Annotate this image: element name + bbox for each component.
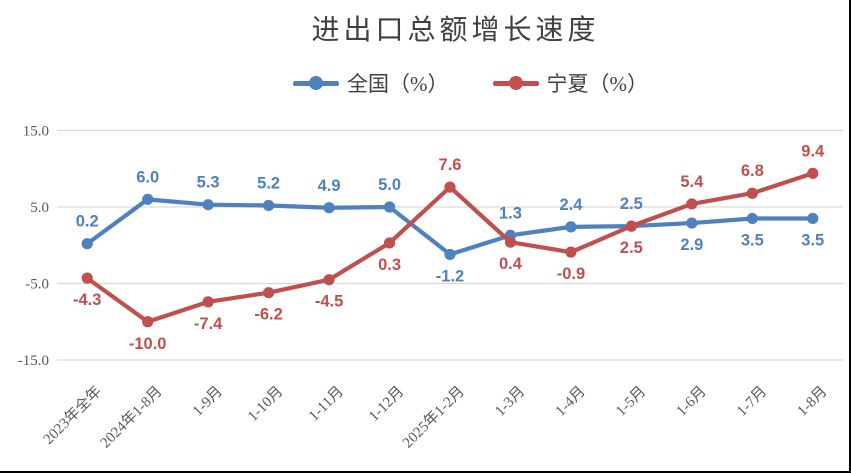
data-point-label: -10.0 [129, 335, 167, 353]
data-point-marker [746, 212, 758, 225]
data-point-marker [686, 198, 698, 210]
data-point-marker [746, 187, 758, 199]
x-axis-tick-label: 1-4月 [553, 384, 589, 420]
legend-item-ningxia: 宁夏（%） [492, 68, 649, 98]
data-point-label: -1.2 [436, 267, 464, 285]
data-point-marker [444, 248, 456, 261]
data-point-marker [383, 237, 396, 249]
x-axis-tick-label: 2023年全年 [39, 382, 105, 448]
data-point-label: 0.3 [378, 256, 401, 274]
data-point-label: 2.9 [680, 236, 703, 254]
data-point-marker [565, 221, 577, 233]
data-point-marker [142, 316, 154, 328]
chart-legend: 全国（%） 宁夏（%） [293, 68, 648, 98]
data-point-label: -4.5 [315, 293, 343, 311]
data-point-marker [263, 287, 275, 299]
data-point-marker [807, 167, 819, 179]
data-point-label: 2.5 [620, 195, 643, 213]
y-axis-tick-label: 5.0 [30, 200, 49, 216]
data-point-label: -0.9 [557, 265, 585, 283]
data-point-label: 6.8 [741, 162, 764, 180]
data-point-marker [383, 201, 396, 213]
legend-line-marker-icon [293, 76, 339, 90]
data-point-marker [807, 212, 819, 225]
data-point-label: -6.2 [254, 306, 282, 324]
data-point-label: 0.2 [76, 213, 99, 231]
data-point-label: 5.3 [197, 174, 220, 192]
data-point-marker [625, 220, 637, 232]
data-point-label: 6.0 [136, 168, 159, 186]
data-point-label: -7.4 [194, 315, 223, 333]
data-point-label: 4.9 [318, 177, 341, 195]
legend-item-national: 全国（%） [293, 68, 449, 98]
data-point-label: 1.3 [499, 204, 522, 222]
legend-label-ningxia: 宁夏（%） [546, 72, 649, 96]
data-point-marker [323, 274, 335, 286]
data-point-marker [81, 238, 93, 250]
data-point-label: -4.3 [73, 291, 101, 309]
x-axis-tick-label: 1-8月 [795, 384, 831, 420]
data-point-label: 3.5 [741, 231, 764, 249]
data-point-marker [142, 193, 154, 205]
data-point-marker [504, 236, 517, 248]
x-axis-tick-label: 2025年1-2月 [399, 383, 468, 452]
series-line [85, 171, 815, 324]
data-point-label: 5.2 [257, 174, 280, 192]
x-axis-tick-label: 1-7月 [734, 384, 770, 420]
data-point-marker [686, 217, 698, 229]
data-point-label: 7.6 [439, 156, 462, 174]
data-point-marker [81, 272, 93, 284]
chart-title: 进出口总额增长速度 [311, 15, 600, 46]
data-point-label: 9.4 [801, 142, 825, 160]
data-point-label: 5.4 [680, 173, 704, 191]
x-axis-tick-label: 1-10月 [245, 384, 286, 425]
y-axis-tick-label: -5.0 [25, 277, 49, 293]
x-axis-tick-label: 2024年1-8月 [97, 383, 166, 452]
x-axis-tick-label: 1-5月 [613, 384, 649, 420]
y-axis-tick-label: 15.0 [23, 124, 49, 140]
data-point-marker [202, 296, 214, 308]
data-point-label: 2.5 [620, 239, 643, 257]
data-point-label: 3.5 [801, 231, 824, 249]
legend-line-marker-icon [492, 76, 539, 90]
data-point-marker [565, 246, 577, 258]
data-point-marker [323, 202, 335, 214]
data-point-marker [263, 199, 275, 212]
data-point-label: 2.4 [559, 196, 583, 214]
x-axis-tick-label: 1-12月 [366, 384, 407, 425]
data-point-label: 5.0 [378, 176, 401, 194]
x-axis-tick-label: 1-6月 [674, 384, 710, 420]
data-point-marker [202, 199, 214, 211]
data-point-label: 0.4 [499, 255, 523, 273]
x-axis-tick-label: 1-3月 [492, 384, 528, 420]
y-axis-tick-label: -15.0 [18, 353, 49, 369]
x-axis-tick-label: 1-9月 [190, 384, 226, 420]
data-point-marker [444, 181, 456, 193]
legend-label-national: 全国（%） [347, 72, 449, 96]
x-axis-tick-label: 1-11月 [306, 384, 347, 425]
